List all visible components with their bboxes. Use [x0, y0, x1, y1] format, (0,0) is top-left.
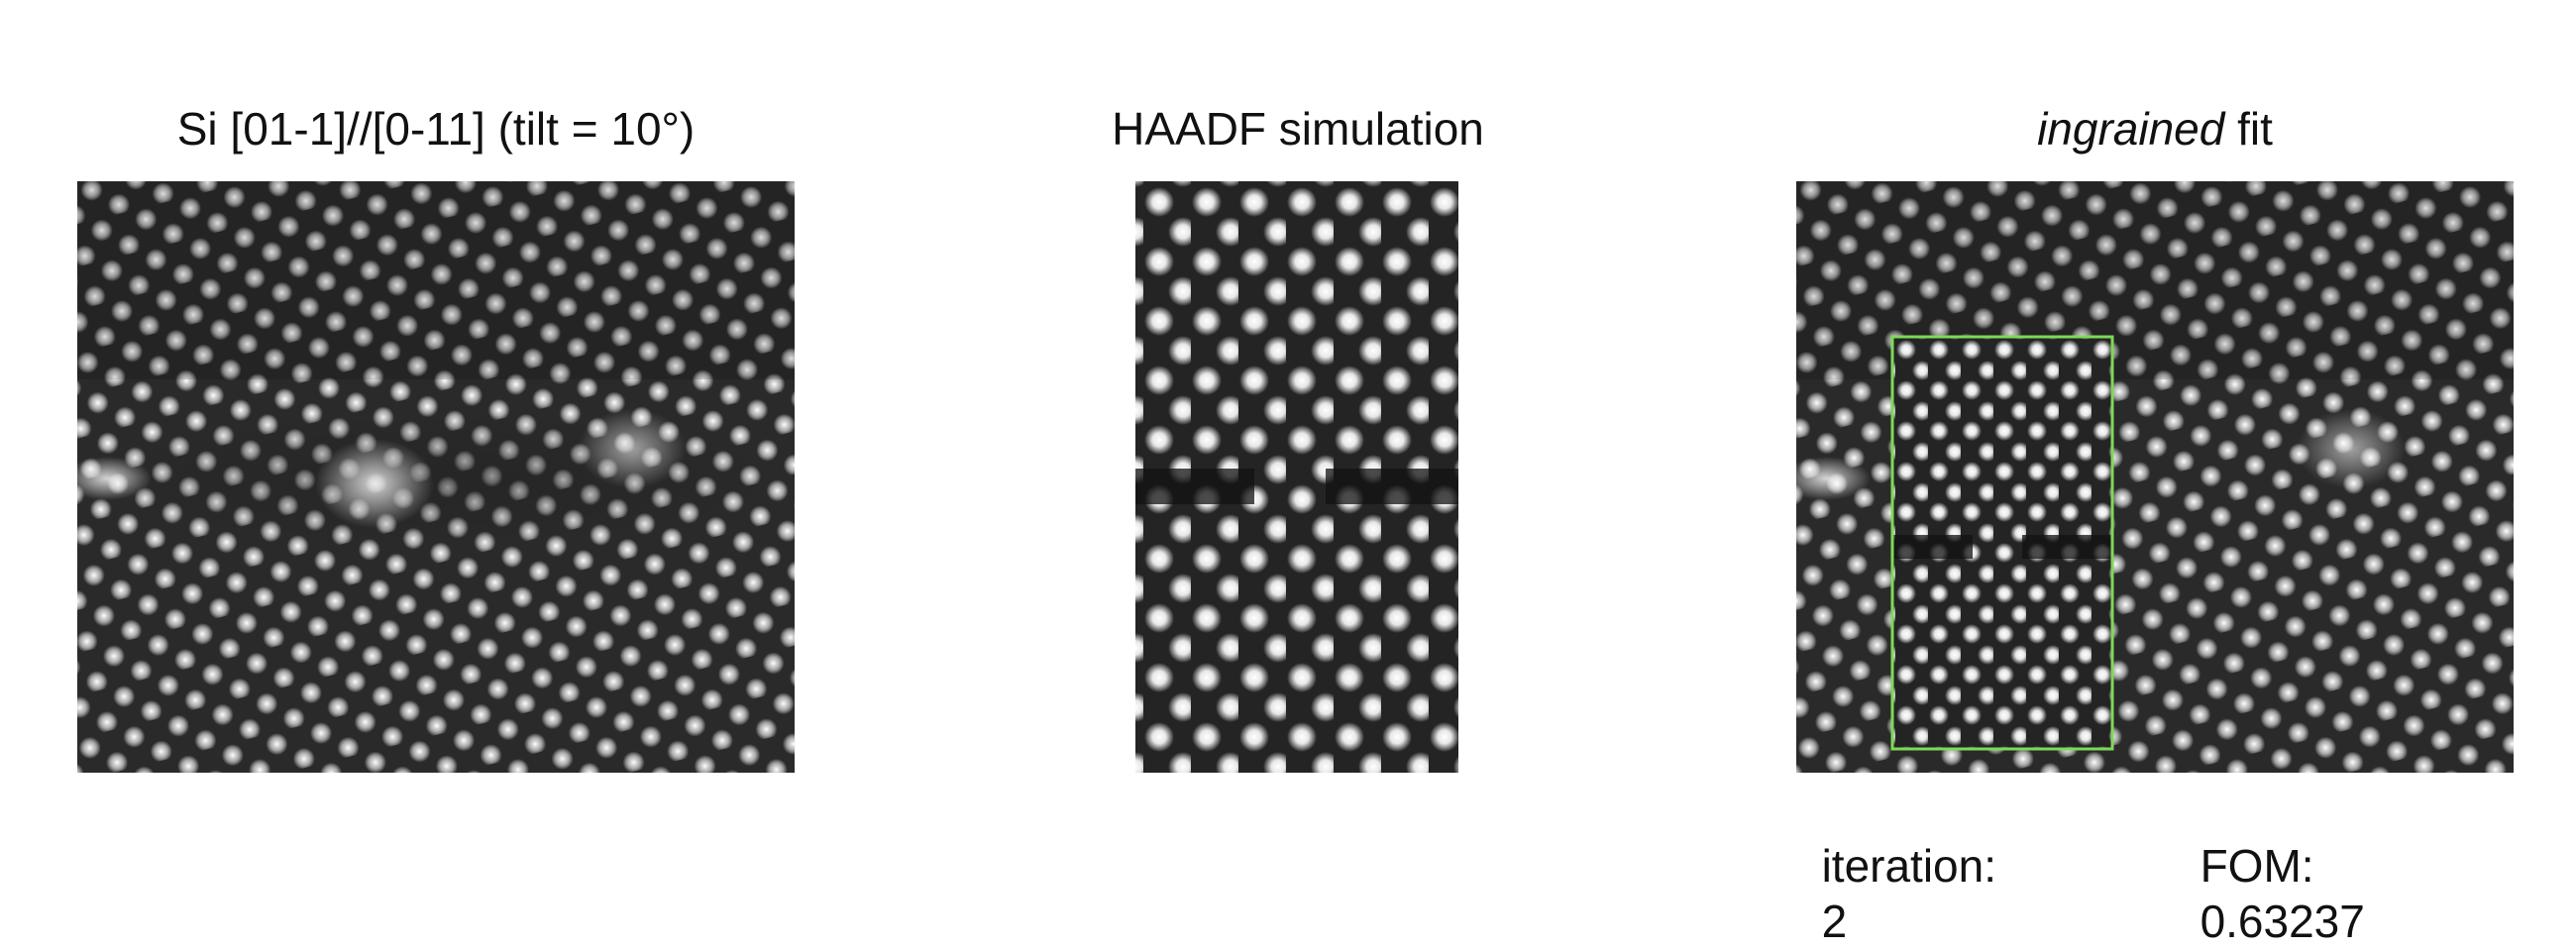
fit-title-rest: fit [2224, 103, 2273, 155]
fom-value: 0.63237 [2200, 896, 2365, 947]
iteration-label: iteration: [1821, 840, 1996, 892]
fit-region-box [1890, 335, 2114, 751]
fit-panel-title: ingrained fit [1796, 101, 2514, 157]
fit-overlay-image-svg [1796, 181, 2514, 773]
iteration-value: 2 [1821, 896, 1848, 947]
fit-title-emphasis: ingrained [2037, 103, 2225, 155]
experimental-panel-title: Si [01-1]//[0-11] (tilt = 10°) [176, 103, 696, 155]
fom-label: FOM: [2200, 840, 2314, 892]
simulation-panel-title: HAADF simulation [1112, 103, 1484, 155]
fom-readout: FOM: 0.63237 [2175, 783, 2365, 949]
simulation-image [1135, 181, 1458, 773]
experimental-micrograph [77, 181, 795, 773]
iteration-readout: iteration: 2 [1796, 783, 1996, 949]
experimental-micrograph-image [77, 181, 795, 773]
simulation-image-svg [1135, 181, 1458, 773]
fit-overlay-image [1796, 181, 2514, 773]
